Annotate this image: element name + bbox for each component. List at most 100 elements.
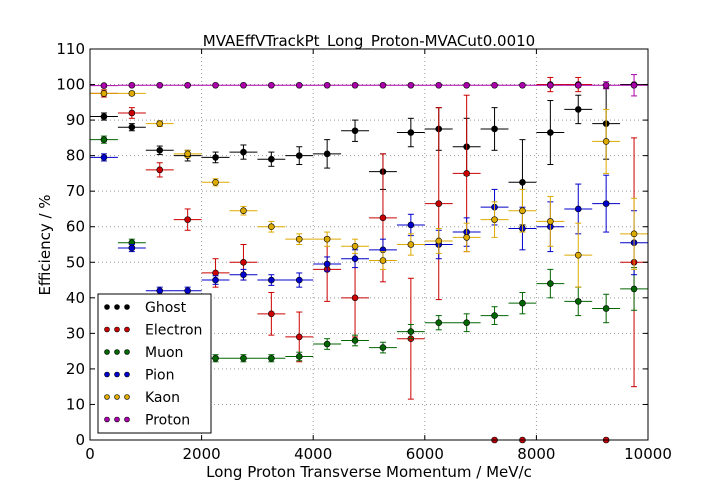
legend-label: Pion	[145, 368, 174, 384]
data-point	[602, 81, 610, 89]
data-point	[184, 216, 191, 223]
data-point	[351, 255, 359, 263]
data-point	[100, 90, 108, 97]
legend-item-proton: Proton	[104, 413, 190, 429]
data-point	[547, 81, 554, 89]
x-tick-label: 6000	[406, 445, 444, 463]
data-point	[212, 276, 219, 284]
x-tick-label: 8000	[517, 445, 555, 463]
legend-marker	[104, 326, 110, 333]
series-muon	[90, 135, 648, 363]
data-point	[379, 344, 387, 351]
data-point	[351, 294, 359, 302]
data-point	[212, 269, 219, 277]
data-point	[184, 287, 191, 295]
data-point	[547, 280, 554, 287]
data-point	[295, 81, 303, 89]
data-point	[128, 123, 136, 131]
data-point	[407, 221, 415, 229]
data-point	[212, 178, 219, 186]
data-point	[463, 234, 470, 241]
data-point	[547, 218, 554, 225]
data-point	[463, 170, 470, 177]
data-point	[240, 81, 247, 89]
data-point	[435, 200, 443, 207]
data-point	[435, 81, 443, 89]
data-point	[100, 136, 108, 143]
data-point	[602, 200, 610, 207]
data-point	[323, 81, 331, 89]
data-point	[268, 310, 275, 318]
data-point	[240, 354, 247, 362]
data-point	[379, 214, 387, 222]
data-point	[128, 244, 136, 252]
y-tick-label: 50	[66, 253, 85, 271]
legend-marker	[124, 304, 130, 310]
data-point	[630, 230, 638, 238]
data-point	[574, 106, 582, 113]
y-tick-label: 80	[66, 147, 85, 165]
plot-frame	[89, 48, 649, 441]
data-point	[574, 81, 582, 89]
data-point	[407, 328, 415, 335]
y-tick-label: 90	[66, 111, 85, 129]
data-point	[156, 287, 164, 295]
data-point	[240, 207, 247, 215]
data-point	[407, 241, 415, 248]
data-point	[128, 81, 136, 89]
y-tick-label: 0	[75, 431, 85, 449]
legend-label: Ghost	[145, 300, 187, 316]
legend-label: Electron	[145, 323, 202, 339]
data-point	[268, 155, 275, 163]
legend-item-muon: Muon	[104, 345, 183, 361]
data-point	[100, 82, 108, 89]
data-point	[212, 154, 219, 161]
data-point	[491, 81, 498, 89]
data-point	[295, 152, 303, 159]
data-point	[212, 81, 219, 89]
x-tick-label: 2000	[183, 445, 221, 463]
y-tick-label: 40	[66, 289, 85, 307]
data-point	[128, 109, 136, 117]
series-ghost	[90, 81, 648, 226]
data-point	[630, 285, 638, 293]
legend-item-ghost: Ghost	[104, 300, 187, 316]
data-point	[295, 276, 303, 284]
data-point	[295, 235, 303, 243]
legend-marker	[124, 394, 130, 400]
data-point	[379, 257, 387, 264]
data-point	[240, 258, 247, 266]
legend-marker	[124, 326, 130, 333]
legend-marker	[104, 394, 110, 400]
data-point	[156, 147, 164, 154]
data-point	[463, 81, 470, 89]
legend-box	[97, 293, 212, 434]
data-point	[379, 81, 387, 89]
y-tick-label: 10	[66, 395, 85, 413]
chart-title: MVAEffVTrackPt_Long_Proton-MVACut0.0010	[203, 32, 535, 51]
data-point	[407, 81, 415, 89]
data-point	[323, 260, 331, 268]
data-point	[519, 81, 526, 89]
data-point	[100, 113, 108, 120]
legend-marker	[104, 349, 110, 355]
data-point	[630, 81, 638, 89]
data-point	[407, 129, 415, 136]
legend-item-kaon: Kaon	[104, 390, 180, 406]
data-point	[435, 237, 443, 245]
data-point	[351, 127, 359, 135]
y-tick-label: 100	[56, 76, 85, 94]
data-point	[156, 81, 164, 89]
data-point	[547, 129, 554, 136]
data-point	[268, 276, 275, 284]
legend-label: Kaon	[145, 390, 180, 406]
y-axis-label: Efficiency / %	[36, 194, 54, 295]
data-point	[602, 305, 610, 312]
data-point	[184, 81, 191, 89]
axis-ticks: 0 2000 4000 6000 8000 10000 0 10 20 30 40 50 60 70 80 9…	[56, 40, 672, 463]
legend-marker	[124, 371, 130, 378]
data-point	[351, 242, 359, 250]
data-point	[323, 235, 331, 243]
data-point	[491, 125, 498, 133]
